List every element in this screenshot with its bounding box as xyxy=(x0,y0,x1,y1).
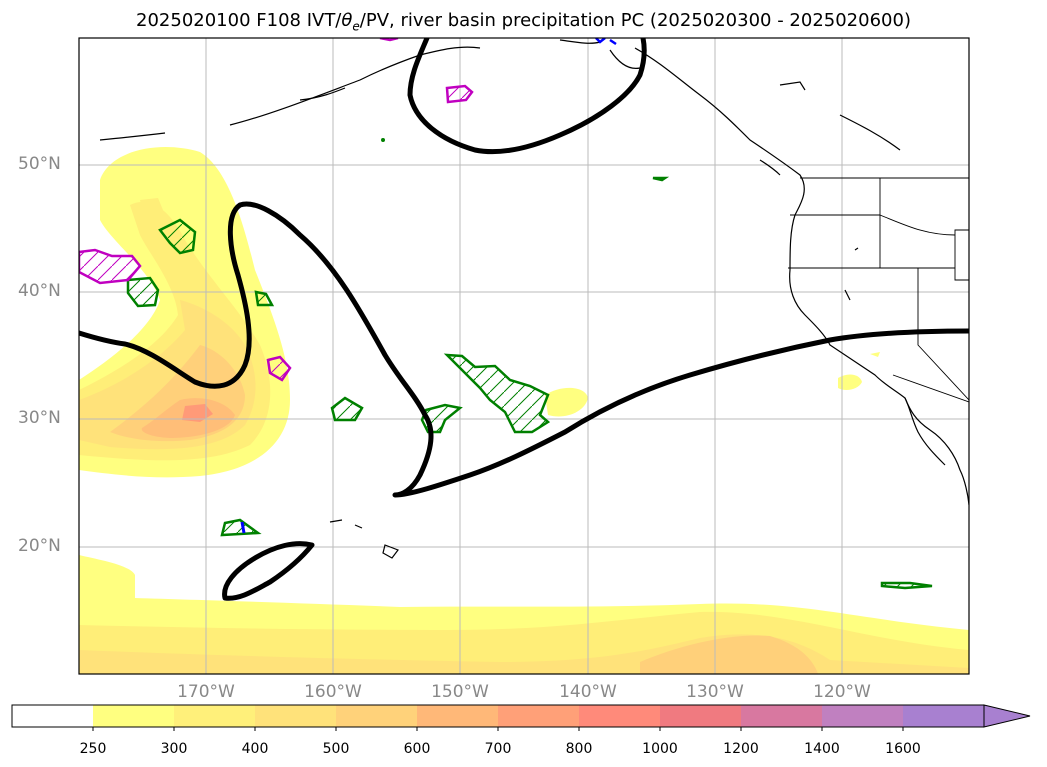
colorbar-segment xyxy=(741,705,822,727)
ivt-patch-coast xyxy=(838,374,862,390)
colorbar-tick-label: 250 xyxy=(79,741,107,757)
colorbar-segment xyxy=(174,705,255,727)
colorbar-segment xyxy=(498,705,579,727)
colorbar-segment xyxy=(579,705,660,727)
colorbar-tick-label: 1600 xyxy=(885,741,921,757)
theta-e-contours xyxy=(79,38,474,382)
lon-label-160w: 160°W xyxy=(304,682,362,702)
lat-label-30n: 30°N xyxy=(18,408,61,428)
colorbar-tick-label: 600 xyxy=(403,741,431,757)
lat-label-40n: 40°N xyxy=(18,281,61,301)
colorbar-tick-label: 1200 xyxy=(723,741,759,757)
colorbar-extend-arrow xyxy=(983,704,1031,728)
ivt-patch-central xyxy=(545,387,588,417)
ivt-shading-south xyxy=(79,555,969,674)
colorbar-segment xyxy=(255,705,336,727)
lon-label-130w: 130°W xyxy=(686,682,744,702)
lat-label-50n: 50°N xyxy=(18,154,61,174)
colorbar-tick-label: 800 xyxy=(565,741,593,757)
precip-contours xyxy=(126,176,933,590)
coastlines xyxy=(99,39,969,559)
colorbar-tick-label: 500 xyxy=(322,741,350,757)
ivt-shading-west xyxy=(79,147,290,478)
colorbar-tick-label: 300 xyxy=(160,741,188,757)
colorbar-tick-label: 400 xyxy=(241,741,269,757)
map-title: 2025020100 F108 IVT/θe/PV, river basin p… xyxy=(136,10,911,34)
lat-label-20n: 20°N xyxy=(18,536,61,556)
pv-contours xyxy=(79,38,969,601)
lon-label-170w: 170°W xyxy=(177,682,235,702)
colorbar-segment xyxy=(660,705,741,727)
lon-label-140w: 140°W xyxy=(559,682,617,702)
colorbar-tick-label: 1400 xyxy=(804,741,840,757)
lon-label-150w: 150°W xyxy=(431,682,489,702)
colorbar-segment xyxy=(417,705,498,727)
colorbar-tick-label: 700 xyxy=(484,741,512,757)
lon-label-120w: 120°W xyxy=(813,682,871,702)
colorbar-segment xyxy=(336,705,417,727)
colorbar-tick-label: 1000 xyxy=(642,741,678,757)
map-frame xyxy=(78,37,970,675)
blue-contour-south xyxy=(240,521,246,534)
colorbar-segment xyxy=(822,705,903,727)
blue-contour-north xyxy=(595,38,617,46)
map-area xyxy=(79,38,969,674)
colorbar xyxy=(11,704,1031,731)
political-borders xyxy=(788,177,969,403)
colorbar-segment xyxy=(93,705,174,727)
colorbar-segment xyxy=(903,705,984,727)
colorbar-segment xyxy=(12,705,93,727)
